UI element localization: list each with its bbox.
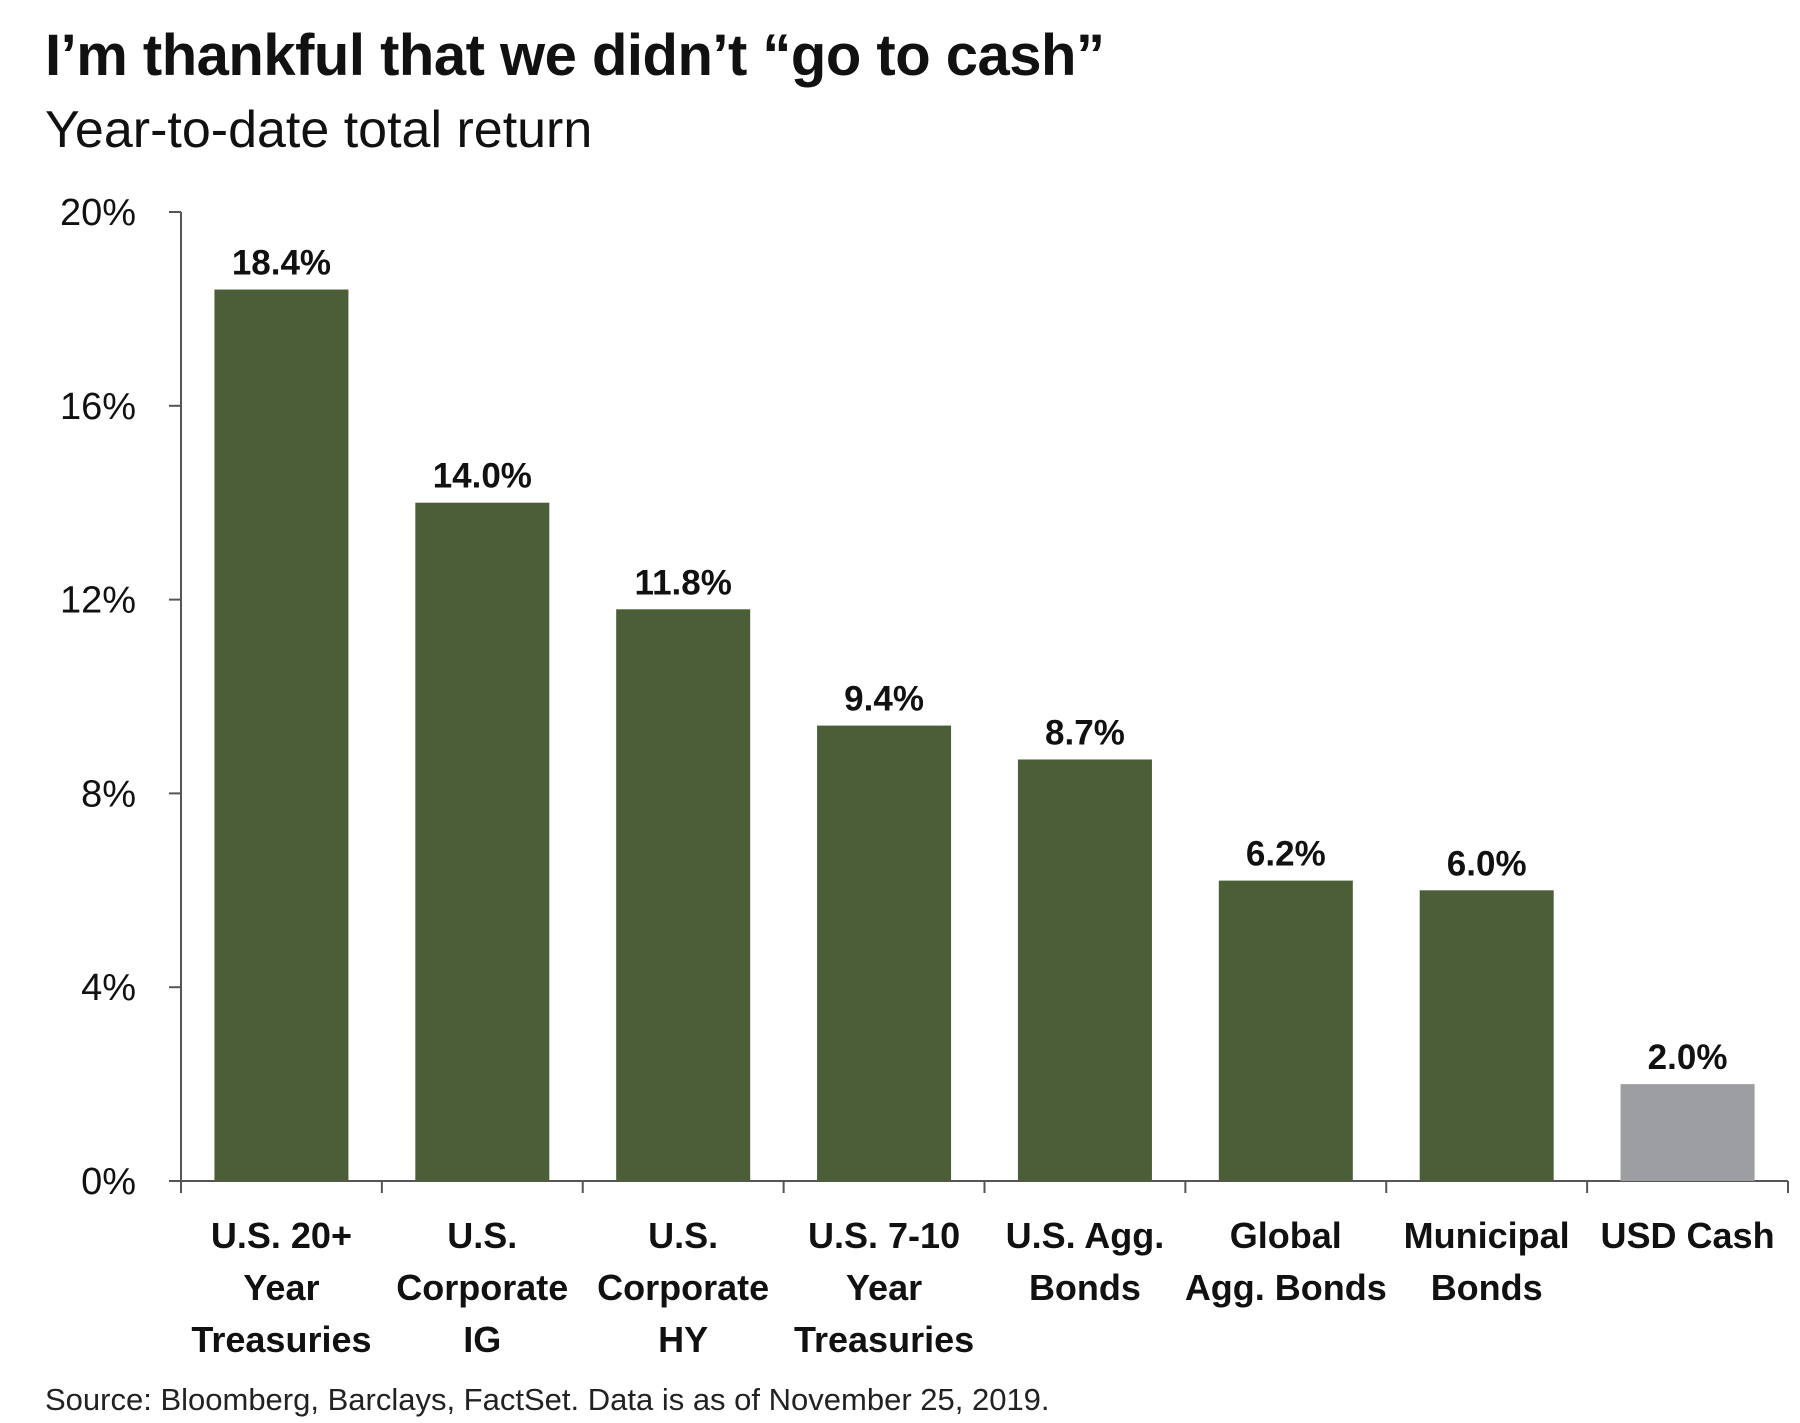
data-label: 6.2% xyxy=(1246,835,1326,874)
data-label: 6.0% xyxy=(1447,844,1527,883)
data-labels-group: 18.4% 14.0% 11.8% 9.4% 8.7% 6.2% 6.0% 2.0% xyxy=(232,244,1728,1078)
y-tick-label: 8% xyxy=(81,773,136,815)
category-label-line: Municipal xyxy=(1404,1215,1570,1256)
data-label: 14.0% xyxy=(433,457,532,496)
category-label-line: U.S. Agg. xyxy=(1006,1215,1165,1256)
y-tick-label: 12% xyxy=(60,580,136,622)
y-tick-label: 0% xyxy=(81,1161,136,1203)
chart-title: I’m thankful that we didn’t “go to cash” xyxy=(45,23,1105,88)
chart-subtitle: Year-to-date total return xyxy=(45,101,593,159)
category-label-line: Global xyxy=(1230,1215,1342,1256)
category-label: U.S. 7-10 Year Treasuries xyxy=(794,1215,974,1360)
y-axis: 0% 4% 8% 12% 16% 20% xyxy=(60,192,182,1203)
y-tick-label: 20% xyxy=(60,192,136,234)
category-label-line: Corporate xyxy=(396,1267,568,1308)
category-label-line: HY xyxy=(658,1319,708,1360)
category-label-line: Agg. Bonds xyxy=(1185,1267,1387,1308)
category-label: U.S. Corporate IG xyxy=(396,1215,568,1360)
category-label-line: U.S. xyxy=(648,1215,718,1256)
category-label-line: Corporate xyxy=(597,1267,769,1308)
x-axis xyxy=(180,1180,1789,1193)
bar xyxy=(1620,1084,1755,1181)
data-label: 18.4% xyxy=(232,244,331,283)
category-label-line: U.S. 20+ xyxy=(211,1215,352,1256)
category-label-line: Bonds xyxy=(1431,1267,1543,1308)
data-label: 2.0% xyxy=(1648,1038,1728,1077)
bar-chart: 0% 4% 8% 12% 16% 20% 18.4% 14.0% 11.8% 9.4% 8.7% 6… xyxy=(60,192,1789,1360)
data-label: 9.4% xyxy=(844,680,924,719)
category-label-line: IG xyxy=(463,1319,501,1360)
data-label: 8.7% xyxy=(1045,713,1125,752)
data-label: 11.8% xyxy=(635,563,732,602)
category-label: USD Cash xyxy=(1601,1215,1775,1256)
source-note: Source: Bloomberg, Barclays, FactSet. Da… xyxy=(45,1382,1050,1417)
bar xyxy=(817,725,952,1181)
bars-group xyxy=(214,289,1755,1181)
category-label: U.S. Corporate HY xyxy=(597,1215,769,1360)
bar xyxy=(616,609,751,1181)
category-label-line: Year xyxy=(846,1267,922,1308)
bar xyxy=(214,289,349,1181)
category-label-line: USD Cash xyxy=(1601,1215,1775,1256)
bar xyxy=(1419,890,1554,1181)
category-label: Municipal Bonds xyxy=(1404,1215,1570,1308)
bar xyxy=(1218,880,1353,1181)
category-label-line: U.S. 7-10 xyxy=(808,1215,960,1256)
bar xyxy=(415,502,550,1181)
category-label-line: Treasuries xyxy=(191,1319,371,1360)
y-tick-label: 16% xyxy=(60,386,136,428)
category-label-line: Bonds xyxy=(1029,1267,1141,1308)
bar xyxy=(1017,759,1152,1181)
category-label-line: Treasuries xyxy=(794,1319,974,1360)
y-tick-label: 4% xyxy=(81,967,136,1009)
category-label-line: U.S. xyxy=(447,1215,517,1256)
category-label-line: Year xyxy=(243,1267,319,1308)
category-label: U.S. Agg. Bonds xyxy=(1006,1215,1165,1308)
category-label: U.S. 20+ Year Treasuries xyxy=(191,1215,371,1360)
category-label: Global Agg. Bonds xyxy=(1185,1215,1387,1308)
